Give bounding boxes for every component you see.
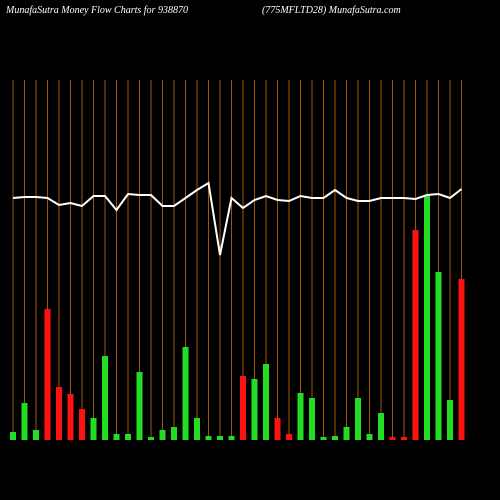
bar	[297, 393, 304, 440]
bar	[332, 436, 338, 440]
bar	[205, 436, 212, 440]
bar	[182, 347, 189, 440]
bar	[148, 437, 154, 440]
bar	[240, 376, 246, 440]
bar	[343, 427, 350, 440]
bar	[251, 379, 258, 440]
bar	[21, 403, 28, 440]
bar	[159, 430, 166, 440]
bar	[67, 394, 74, 440]
bar	[113, 434, 120, 440]
bar	[10, 432, 16, 440]
bar	[424, 195, 430, 440]
bar	[309, 398, 315, 440]
bar	[435, 272, 442, 440]
bar	[79, 409, 85, 440]
bar	[412, 230, 419, 440]
bar	[447, 400, 453, 440]
bar	[401, 437, 407, 440]
bar	[102, 356, 108, 440]
bar	[136, 372, 143, 440]
bar	[355, 398, 361, 440]
bar	[366, 434, 373, 440]
bar	[274, 418, 281, 440]
bar	[194, 418, 200, 440]
bar	[378, 413, 384, 440]
bar	[263, 364, 269, 440]
bar	[56, 387, 62, 440]
money-flow-line	[12, 181, 463, 256]
bar	[389, 437, 396, 440]
bar	[125, 434, 131, 440]
bar	[171, 427, 177, 440]
chart-title: MunafaSutra Money Flow Charts for 938870	[5, 5, 188, 16]
chart-subtitle: (775MFLTD28) MunafaSutra.com	[262, 5, 401, 16]
bar	[90, 418, 97, 440]
bar	[458, 279, 465, 440]
bar	[33, 430, 39, 440]
bar	[44, 309, 51, 440]
bar	[320, 437, 327, 440]
bar	[217, 436, 223, 440]
bar	[286, 434, 292, 440]
bar	[228, 436, 235, 440]
